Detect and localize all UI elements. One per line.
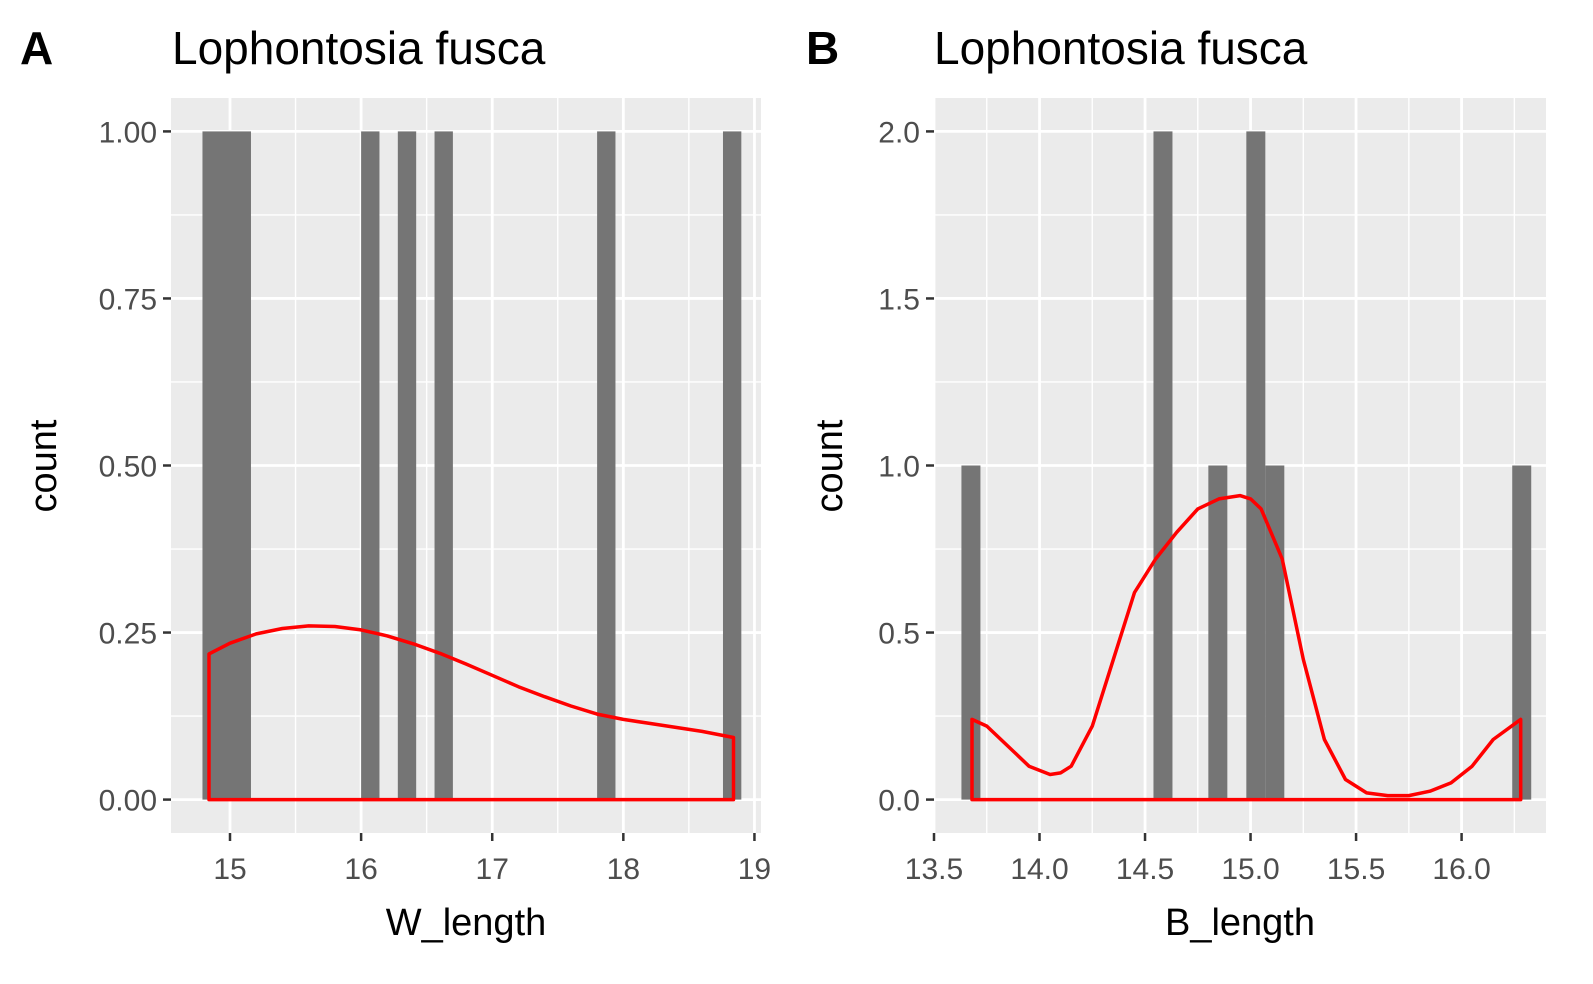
panel-a-plot-area: 0.00 0.25 0.50 0.75 1.00 15 16 17 18 19: [99, 98, 771, 886]
panel-a-x-tick-label: 15: [213, 853, 246, 886]
panel-b-plot-area: 0.0 0.5 1.0 1.5 2.0 13.5 14.0 14.5 15.0 15.5 16.0: [878, 98, 1546, 886]
panel-b-histogram-bar: [1246, 131, 1266, 800]
panel-a-x-tick-label: 19: [738, 853, 771, 886]
panel-b-y-tick-label: 1.0: [878, 451, 920, 484]
panel-a-histogram-bar: [722, 131, 742, 800]
panel-b-y-tick-label: 0.0: [878, 785, 920, 818]
panel-a-y-tick-label: 0.00: [99, 785, 157, 818]
panel-a-y-tick-label: 0.75: [99, 283, 157, 316]
panel-b-density-curve: [970, 493, 1523, 802]
panel-a-x-tick-label: 16: [344, 853, 377, 886]
panel-b-histogram-bar: [1208, 465, 1228, 800]
panel-b-histogram-bar: [1265, 465, 1285, 800]
panel-b-x-tick-label: 15.0: [1221, 853, 1279, 886]
panel-b-x-tick-label: 13.5: [905, 853, 963, 886]
panel-a-y-axis-label: count: [23, 419, 65, 512]
panel-b-x-tick-label: 14.5: [1116, 853, 1174, 886]
panel-a-histogram-bar: [597, 131, 616, 800]
panel-a: A Lophontosia fusca 0.00 0.25 0.50 0.75 1.00…: [20, 22, 771, 944]
panel-b-x-axis-label: B_length: [1165, 902, 1315, 944]
panel-b-y-axis-label: count: [809, 419, 851, 512]
panel-a-y-tick-label: 0.50: [99, 451, 157, 484]
panel-a-x-tick-label: 17: [476, 853, 509, 886]
panel-a-x-axis-label: W_length: [386, 902, 547, 944]
panel-a-title: Lophontosia fusca: [172, 22, 546, 74]
panel-b-histogram-bar: [961, 465, 981, 800]
panel-a-density-curve: [207, 624, 736, 802]
panel-a-histogram-bar: [434, 131, 453, 800]
panel-b-histogram-bar: [1512, 465, 1532, 800]
panel-b-y-tick-label: 1.5: [878, 283, 920, 316]
panel-a-tag: A: [20, 22, 53, 74]
panel-b-x-tick-label: 15.5: [1327, 853, 1385, 886]
panel-a-y-tick-label: 0.25: [99, 618, 157, 651]
panel-a-x-tick-label: 18: [607, 853, 640, 886]
panel-a-histogram-bar: [361, 131, 380, 800]
panel-b-x-tick-label: 16.0: [1432, 853, 1490, 886]
panel-b-tag: B: [806, 22, 839, 74]
panel-b-histogram-bar: [1153, 131, 1173, 800]
panel-b: B Lophontosia fusca 0.0 0.5 1.0 1.5 2.0 13.5 1…: [806, 22, 1546, 944]
panel-b-y-tick-label: 0.5: [878, 618, 920, 651]
panel-b-y-tick-label: 2.0: [878, 116, 920, 149]
panel-a-y-tick-label: 1.00: [99, 116, 157, 149]
panel-b-x-tick-label: 14.0: [1010, 853, 1068, 886]
panel-b-title: Lophontosia fusca: [934, 22, 1308, 74]
panel-a-histogram-bar: [397, 131, 417, 800]
